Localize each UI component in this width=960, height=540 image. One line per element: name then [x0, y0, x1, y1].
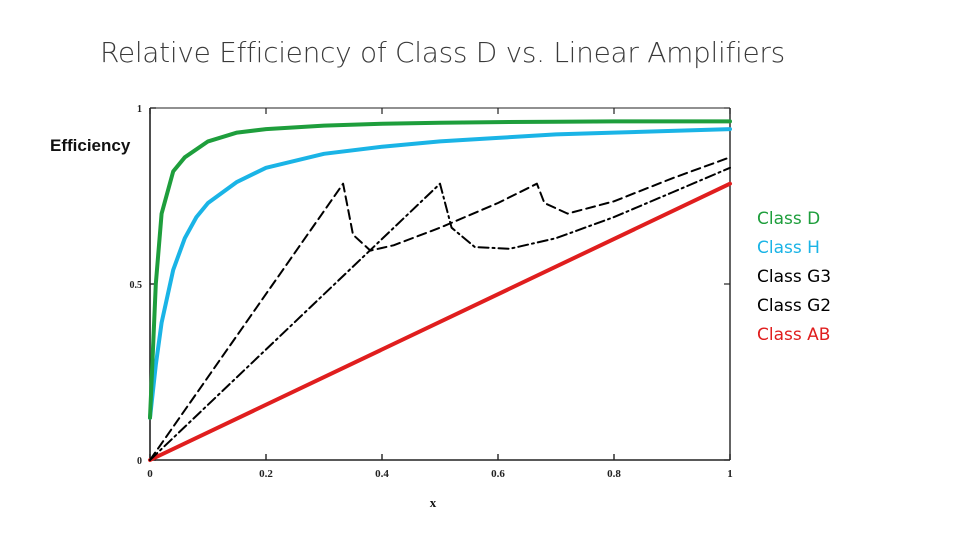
- series-line-class-ab: [148, 181, 732, 462]
- chart-legend: Class D Class H Class G3 Class G2 Class …: [757, 205, 831, 350]
- x-tick-label: 0.2: [259, 468, 273, 480]
- x-tick-label: 0: [147, 468, 153, 480]
- y-tick-label: 0: [137, 456, 142, 467]
- legend-entry-class-d: Class D: [757, 209, 821, 229]
- x-axis-label: x: [430, 495, 437, 510]
- chart-axes: 0 0.2 0.4 0.6 0.8 1 0 0.5 1: [130, 104, 733, 480]
- legend-entry-class-h: Class H: [757, 238, 820, 258]
- y-tick-label: 1: [137, 104, 142, 115]
- x-tick-label: 0.6: [491, 468, 505, 480]
- legend-entry-class-ab: Class AB: [757, 325, 831, 345]
- y-tick-label: 0.5: [130, 280, 143, 291]
- series-line-class-h: [148, 127, 732, 420]
- x-tick-label: 0.8: [607, 468, 621, 480]
- series-line-class-g2: [149, 166, 731, 461]
- chart-series: [148, 119, 732, 462]
- series-line-class-g3: [149, 156, 731, 461]
- series-line-class-d: [148, 119, 732, 420]
- page-title: Relative Efficiency of Class D vs. Linea…: [100, 36, 785, 69]
- y-axis-label: Efficiency: [50, 136, 131, 155]
- legend-entry-class-g3: Class G3: [757, 267, 832, 287]
- legend-entry-class-g2: Class G2: [757, 296, 832, 316]
- x-tick-label: 0.4: [375, 468, 389, 480]
- x-tick-label: 1: [727, 468, 733, 480]
